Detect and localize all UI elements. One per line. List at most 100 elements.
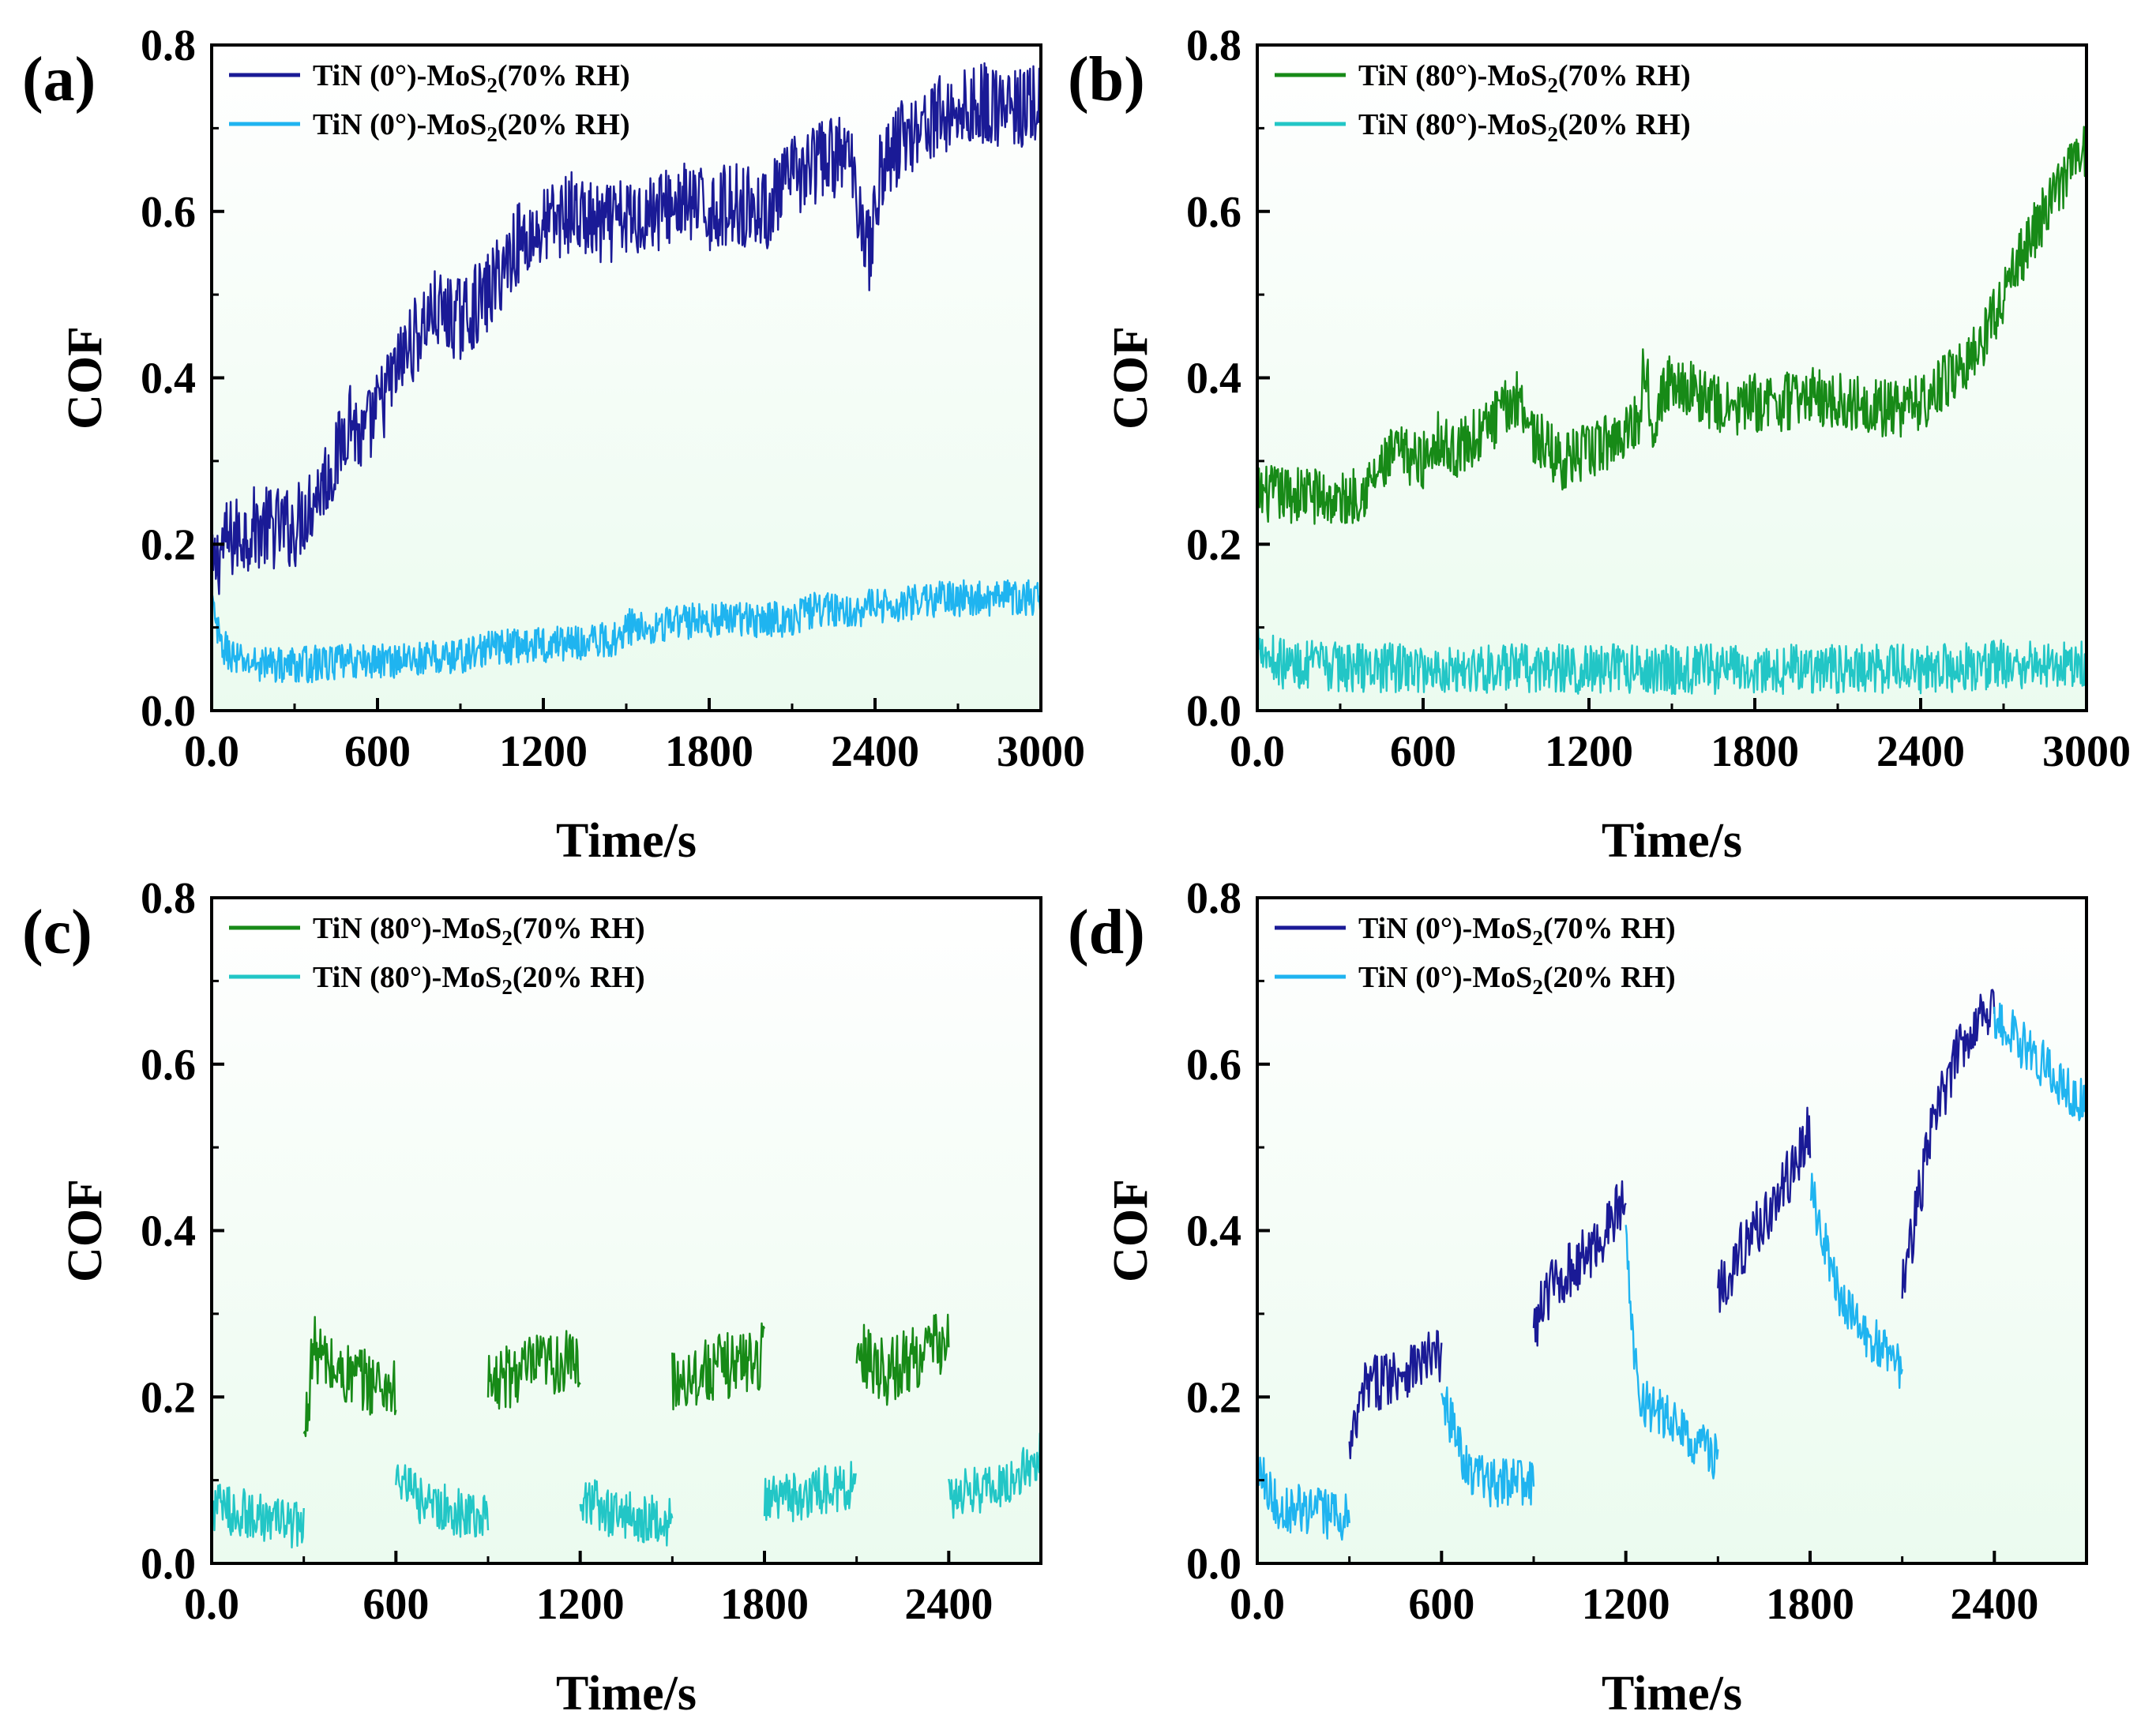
- x-tick-label: 600: [1390, 727, 1456, 776]
- legend-label-suffix: (20% RH): [498, 108, 630, 141]
- panel-label: (b): [1068, 45, 1145, 114]
- y-tick-label: 0.2: [1186, 520, 1241, 569]
- series-trace: [1717, 1106, 1812, 1313]
- legend-label-subscript: 2: [486, 73, 498, 97]
- y-tick-label: 0.2: [141, 1373, 196, 1422]
- y-tick-label: 0.4: [141, 1207, 196, 1256]
- legend-label-subscript: 2: [486, 122, 498, 146]
- traces: [212, 1313, 1041, 1549]
- plot-background: [212, 898, 1041, 1563]
- legend-label-subscript: 2: [501, 926, 513, 950]
- legend: TiN (80°)-MoS2(70% RH)TiN (80°)-MoS2(20%…: [229, 912, 645, 999]
- x-tick-label: 3000: [2042, 727, 2131, 776]
- series-trace: [212, 1484, 305, 1549]
- panel-label: (c): [22, 898, 92, 967]
- series-trace: [1257, 1443, 1350, 1541]
- x-axis-title: Time/s: [1602, 814, 1742, 868]
- panel-c: 0.0 600 1200 1800 2400 0.0 0.2 0.4 0.6 0.8 Time/s C…: [22, 874, 1042, 1721]
- y-tick-label: 0.2: [141, 520, 196, 569]
- x-axis-title: Time/s: [1602, 1667, 1742, 1721]
- legend-label-subscript: 2: [501, 975, 513, 999]
- y-tick-label: 0.4: [1186, 355, 1241, 403]
- legend-label: TiN (0°)-MoS2(20% RH): [313, 108, 630, 146]
- x-tick-label: 1200: [499, 727, 588, 776]
- legend-item: TiN (80°)-MoS2(70% RH): [229, 912, 645, 950]
- legend-label-subscript: 2: [1547, 122, 1558, 146]
- series-trace: [212, 62, 1041, 595]
- legend-label-suffix: (20% RH): [513, 961, 645, 994]
- legend-label: TiN (0°)-MoS2(70% RH): [1358, 912, 1676, 950]
- panel-label: (a): [22, 45, 96, 114]
- y-tick-label: 0.4: [141, 355, 196, 403]
- y-tick-label: 0.0: [141, 687, 196, 736]
- legend-label: TiN (0°)-MoS2(70% RH): [313, 59, 630, 97]
- series-trace: [212, 579, 1041, 684]
- series-trace: [486, 1330, 581, 1410]
- legend-label-subscript: 2: [1547, 73, 1558, 97]
- series-trace: [1901, 989, 1996, 1299]
- y-tick-label: 0.2: [1186, 1373, 1241, 1422]
- legend-label: TiN (80°)-MoS2(20% RH): [1358, 108, 1691, 146]
- series-trace: [1257, 618, 2087, 696]
- legend-label-suffix: (20% RH): [1558, 108, 1691, 141]
- y-tick-label: 0.8: [141, 21, 196, 70]
- y-axis-title: COF: [58, 326, 112, 430]
- legend-label-suffix: (70% RH): [1543, 912, 1676, 945]
- legend-item: TiN (80°)-MoS2(70% RH): [1275, 59, 1691, 97]
- y-tick-label: 0.8: [1186, 21, 1241, 70]
- legend-label-prefix: TiN (0°)-MoS: [313, 59, 486, 92]
- y-axis-title: COF: [1104, 326, 1158, 430]
- x-tick-label: 2400: [1950, 1580, 2038, 1629]
- series-trace: [579, 1479, 674, 1547]
- x-tick-label: 600: [1408, 1580, 1474, 1629]
- x-tick-label: 1800: [1711, 727, 1799, 776]
- x-axis-title: Time/s: [556, 1667, 697, 1721]
- series-trace: [395, 1464, 490, 1538]
- legend-label-prefix: TiN (0°)-MoS: [1358, 961, 1532, 994]
- x-tick-label: 0.0: [184, 727, 239, 776]
- x-tick-label: 1800: [1766, 1580, 1854, 1629]
- legend-label-prefix: TiN (80°)-MoS: [1358, 108, 1547, 141]
- y-tick-label: 0.6: [1186, 188, 1241, 237]
- legend-label-suffix: (20% RH): [1543, 961, 1676, 994]
- x-tick-label: 1800: [720, 1580, 809, 1629]
- legend: TiN (80°)-MoS2(70% RH)TiN (80°)-MoS2(20%…: [1275, 59, 1691, 146]
- legend: TiN (0°)-MoS2(70% RH)TiN (0°)-MoS2(20% R…: [1275, 912, 1676, 999]
- panel-a: 0.0 600 1200 1800 2400 3000 0.0 0.2 0.4 0.6 0.8 Tim…: [22, 21, 1085, 868]
- traces: [1257, 989, 2087, 1541]
- x-tick-label: 1800: [665, 727, 753, 776]
- legend-label-prefix: TiN (0°)-MoS: [313, 108, 486, 141]
- legend-label-subscript: 2: [1532, 975, 1543, 999]
- y-axis-title: COF: [1104, 1179, 1158, 1282]
- x-tick-label: 0.0: [184, 1580, 239, 1629]
- legend-label-prefix: TiN (80°)-MoS: [313, 912, 501, 945]
- y-tick-label: 0.0: [1186, 1540, 1241, 1589]
- series-trace: [1532, 1180, 1627, 1347]
- series-trace: [302, 1315, 397, 1438]
- x-tick-label: 1200: [1582, 1580, 1670, 1629]
- legend-label: TiN (0°)-MoS2(20% RH): [1358, 961, 1676, 999]
- legend-label: TiN (80°)-MoS2(70% RH): [1358, 59, 1691, 97]
- series-trace: [1257, 126, 2087, 525]
- traces: [1257, 126, 2087, 696]
- legend-label-subscript: 2: [1532, 926, 1543, 950]
- series-trace: [763, 1461, 857, 1522]
- panel-b: 0.0 600 1200 1800 2400 3000 0.0 0.2 0.4 0.6 0.8 Tim…: [1068, 21, 2131, 868]
- x-tick-label: 3000: [997, 727, 1085, 776]
- y-tick-label: 0.8: [141, 874, 196, 923]
- series-trace: [1809, 1173, 1903, 1389]
- legend-item: TiN (0°)-MoS2(70% RH): [229, 59, 630, 97]
- legend-label-suffix: (70% RH): [513, 912, 645, 945]
- legend-item: TiN (0°)-MoS2(20% RH): [229, 108, 630, 146]
- panel-label: (d): [1068, 898, 1145, 967]
- y-tick-label: 0.8: [1186, 874, 1241, 923]
- legend-item: TiN (80°)-MoS2(20% RH): [1275, 108, 1691, 146]
- x-tick-label: 1200: [536, 1580, 625, 1629]
- y-tick-label: 0.6: [141, 1041, 196, 1090]
- legend-label-prefix: TiN (0°)-MoS: [1358, 912, 1532, 945]
- series-trace: [948, 1432, 1041, 1519]
- traces: [212, 62, 1041, 684]
- x-tick-label: 1200: [1545, 727, 1633, 776]
- legend-label-prefix: TiN (80°)-MoS: [1358, 59, 1547, 92]
- legend-item: TiN (0°)-MoS2(70% RH): [1275, 912, 1676, 950]
